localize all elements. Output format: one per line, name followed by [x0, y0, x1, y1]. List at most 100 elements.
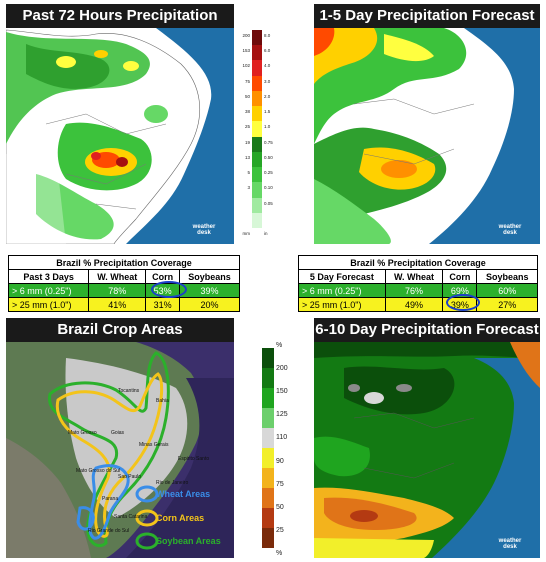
scale-swatch — [252, 151, 262, 168]
scale-mm-label: 25 — [244, 124, 250, 130]
scale-percent-label: 25 — [276, 526, 284, 534]
scale-swatch — [252, 167, 262, 183]
scale-swatch — [252, 106, 262, 122]
highlight-circle — [446, 294, 480, 311]
scale-in-label: 1.5 — [264, 109, 271, 115]
table-row: > 6 mm (0.25") 78% 53% 39% — [7, 283, 240, 298]
percent-color-scale: % 200 150 125 110 90 75 50 25% — [262, 342, 296, 558]
logo-text: weather — [498, 224, 522, 230]
scale-swatch — [262, 388, 274, 408]
scale-swatch — [252, 75, 262, 91]
scale-in-label: 0.50 — [264, 154, 273, 160]
region-label: Rio de Janeiro — [156, 480, 189, 486]
percent-scale-labels: % 200 150 125 110 90 75 50 25% — [276, 342, 296, 558]
scale-in-label: 0.05 — [264, 200, 273, 206]
table-cell: > 25 mm (1.0") — [298, 297, 386, 312]
region-label: Mato Grosso — [68, 430, 97, 436]
scale-swatch — [252, 212, 262, 228]
logo-text: desk — [503, 544, 517, 550]
legend-soy-label: Soybean Areas — [156, 536, 221, 546]
scale-in-label: 0.75 — [264, 139, 273, 145]
table-header: 5 Day Forecast — [298, 269, 386, 284]
scale-swatch — [252, 136, 262, 152]
precip-color-scale: 200 153 102 75 50 38 25 19 13 5 3 mm 8.0 6.0 4.0 3.0 2.… — [242, 28, 292, 242]
table-header: Corn — [442, 269, 478, 284]
scale-in-label: 6.0 — [264, 48, 271, 54]
scale-swatch — [262, 428, 274, 448]
table-cell: 60% — [476, 283, 538, 298]
past72-title: Past 72 Hours Precipitation — [6, 4, 234, 28]
legend-corn-label: Corn Areas — [156, 513, 205, 523]
table-header: Soybeans — [476, 269, 538, 284]
scale-mm-label: 5 — [247, 170, 250, 176]
scale-mm-label: 3 — [247, 185, 250, 191]
scale-swatch — [252, 60, 262, 76]
scale-in-label: 1.0 — [264, 124, 271, 130]
scale-in-label: 0.10 — [264, 185, 273, 191]
scale-swatch — [262, 528, 274, 548]
scale-in-label: in — [264, 231, 268, 236]
region-label: Sao Paulo — [118, 474, 142, 480]
region-label: Espirito Santo — [178, 456, 210, 462]
scale-mm-label: 102 — [242, 63, 250, 69]
table-caption: Brazil % Precipitation Coverage — [8, 255, 240, 270]
region-label: Minas Gerais — [139, 442, 169, 448]
scale-swatch — [252, 90, 262, 107]
past72-logo: weather desk — [184, 224, 224, 236]
table-cell: > 6 mm (0.25") — [298, 283, 386, 298]
table-cell: 31% — [145, 297, 181, 312]
scale-swatch — [252, 30, 262, 46]
table-header: Soybeans — [179, 269, 240, 284]
table-caption: Brazil % Precipitation Coverage — [298, 255, 538, 270]
forecast610-map — [314, 342, 540, 558]
legend-wheat-label: Wheat Areas — [156, 489, 211, 499]
table-cell: 27% — [476, 297, 538, 312]
scale-swatch — [252, 45, 262, 61]
crop-title: Brazil Crop Areas — [6, 318, 234, 342]
5day-coverage-table: Brazil % Precipitation Coverage 5 Day Fo… — [298, 255, 538, 312]
logo-text: weather — [498, 538, 522, 544]
forecast610-title: 6-10 Day Precipitation Forecast — [314, 318, 540, 342]
table-cell: 39% — [179, 283, 240, 298]
scale-in-label: 0.25 — [264, 170, 273, 176]
scale-in-label: 2.0 — [264, 93, 271, 99]
scale-swatch — [262, 408, 274, 428]
scale-percent-label: 90 — [276, 457, 284, 465]
percent-scale-bar — [262, 348, 274, 548]
forecast15-map — [314, 28, 540, 244]
table-cell: 41% — [88, 297, 147, 312]
scale-percent-label: 110 — [276, 434, 288, 442]
precip-scale-mm: 200 153 102 75 50 38 25 19 13 5 3 mm — [236, 30, 250, 240]
scale-mm-label: 75 — [244, 78, 250, 84]
scale-percent-label: 75 — [276, 480, 284, 488]
table-header: W. Wheat — [88, 269, 147, 284]
scale-percent-label: 150 — [276, 388, 288, 396]
scale-mm-label: mm — [242, 231, 251, 236]
table-cell: 20% — [179, 297, 240, 312]
scale-swatch — [252, 182, 262, 198]
table-cell: 49% — [384, 297, 444, 312]
past72-map-panel: Past 72 Hours Precipitation weather desk — [6, 4, 234, 244]
forecast15-title: 1-5 Day Precipitation Forecast — [314, 4, 540, 28]
region-label: Tocantins — [118, 388, 140, 394]
forecast15-logo: weather desk — [490, 224, 530, 236]
scale-swatch — [252, 121, 262, 137]
table-row: > 25 mm (1.0") 49% 39% 27% — [298, 297, 538, 312]
scale-percent-label: % — [276, 342, 283, 349]
table-header: Past 3 Days — [7, 269, 90, 284]
table-row: > 25 mm (1.0") 41% 31% 20% — [7, 297, 240, 312]
precip-scale-bar — [252, 30, 262, 228]
scale-in-label: 4.0 — [264, 63, 271, 69]
scale-in-label: 8.0 — [264, 33, 271, 38]
forecast610-logo: weather desk — [490, 538, 530, 550]
table-row: > 6 mm (0.25") 76% 69% 60% — [298, 283, 538, 298]
scale-percent-label: 50 — [276, 503, 284, 511]
table-cell: > 25 mm (1.0") — [7, 297, 90, 312]
scale-swatch — [262, 488, 274, 508]
logo-text: weather — [192, 224, 216, 230]
scale-mm-label: 200 — [242, 33, 250, 38]
scale-swatch — [262, 448, 274, 468]
region-label: Rio Grande do Sul — [88, 528, 130, 534]
scale-swatch — [262, 368, 274, 388]
scale-swatch — [262, 348, 274, 368]
